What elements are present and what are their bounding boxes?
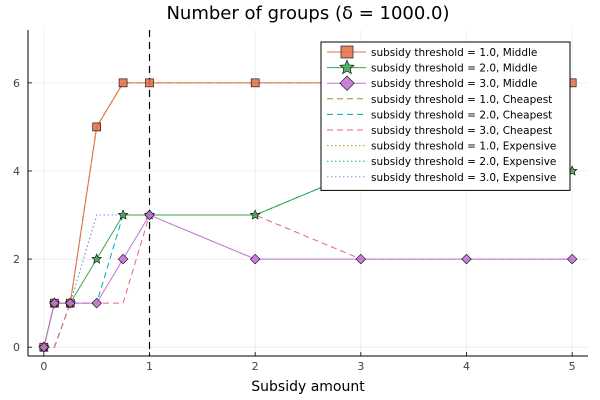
legend: subsidy threshold = 1.0, Middle subsidy t… <box>320 41 571 191</box>
marker-square <box>118 78 128 88</box>
marker-diamond <box>461 253 472 265</box>
marker-diamond <box>117 253 129 265</box>
marker-star <box>339 59 355 75</box>
legend-label: subsidy threshold = 3.0, Middle <box>371 78 537 90</box>
y-tick-label: 0 <box>13 341 20 354</box>
legend-label: subsidy threshold = 3.0, Cheapest <box>371 125 552 137</box>
x-tick-label: 2 <box>252 360 259 373</box>
legend-entry: subsidy threshold = 1.0, Cheapest <box>327 94 552 106</box>
marker-diamond <box>65 297 76 309</box>
legend-label: subsidy threshold = 3.0, Expensive <box>371 172 556 184</box>
legend-label: subsidy threshold = 2.0, Cheapest <box>371 109 552 121</box>
marker-diamond <box>49 297 60 309</box>
series-line <box>43 214 573 348</box>
x-tick-label: 5 <box>569 360 576 373</box>
marker-diamond <box>339 75 355 91</box>
legend-entry: subsidy threshold = 1.0, Expensive <box>327 141 556 153</box>
marker-star <box>117 209 129 220</box>
marker-star <box>249 209 261 220</box>
marker-square <box>340 45 354 59</box>
legend-label: subsidy threshold = 1.0, Middle <box>371 47 537 59</box>
legend-entry: subsidy threshold = 3.0, Cheapest <box>327 125 552 137</box>
legend-entry: subsidy threshold = 1.0, Middle <box>327 45 537 59</box>
chart-title: Number of groups (δ = 1000.0) <box>166 3 449 24</box>
x-axis-label: Subsidy amount <box>251 379 365 395</box>
marker-diamond <box>566 253 578 265</box>
marker-square <box>92 122 101 132</box>
legend-entry: subsidy threshold = 2.0, Middle <box>327 59 537 75</box>
marker-diamond <box>38 341 50 353</box>
y-tick-label: 2 <box>13 253 20 266</box>
marker-diamond <box>355 253 367 265</box>
marker-diamond <box>91 297 102 309</box>
legend-box <box>320 41 571 191</box>
marker-square <box>145 78 154 88</box>
marker-star <box>91 253 103 264</box>
axes <box>27 30 588 357</box>
marker-diamond <box>144 209 155 221</box>
legend-label: subsidy threshold = 1.0, Expensive <box>371 141 556 153</box>
legend-label: subsidy threshold = 1.0, Cheapest <box>371 94 552 106</box>
series-3 <box>38 209 578 353</box>
y-tick-label: 6 <box>13 77 20 90</box>
marker-diamond <box>249 253 261 265</box>
legend-entry: subsidy threshold = 3.0, Middle <box>327 75 537 91</box>
tick-labels: 0 1 2 3 4 5 0 2 4 6 <box>13 77 576 373</box>
legend-label: subsidy threshold = 2.0, Expensive <box>371 156 556 168</box>
legend-entry: subsidy threshold = 2.0, Expensive <box>327 156 556 168</box>
legend-entry: subsidy threshold = 2.0, Cheapest <box>327 109 552 121</box>
x-tick-label: 3 <box>357 360 364 373</box>
legend-entry: subsidy threshold = 3.0, Expensive <box>327 172 556 184</box>
legend-label: subsidy threshold = 2.0, Middle <box>371 63 537 75</box>
x-tick-label: 4 <box>463 360 470 373</box>
y-tick-label: 4 <box>13 165 20 178</box>
x-tick-label: 1 <box>146 360 153 373</box>
marker-square <box>250 78 260 88</box>
x-tick-label: 0 <box>40 360 47 373</box>
